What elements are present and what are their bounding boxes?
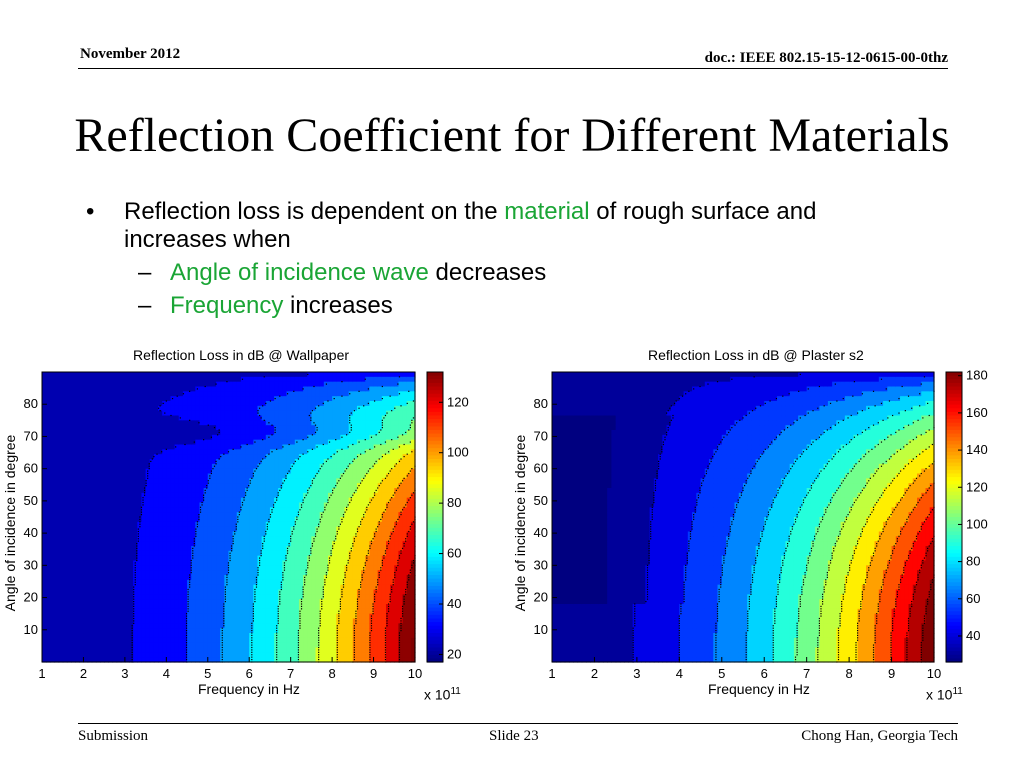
x-tick-label: 6	[246, 666, 253, 681]
bullet-main: • Reflection loss is dependent on the ma…	[86, 198, 924, 254]
colorbar-tick-label: 160	[966, 405, 988, 420]
colorbar-tick-label: 100	[447, 445, 469, 460]
x-tick-label: 10	[927, 666, 941, 681]
colorbar-tick-label: 60	[447, 546, 461, 561]
y-tick-label: 30	[534, 557, 548, 572]
x-tick-label: 7	[803, 666, 810, 681]
x-tick-label: 10	[408, 666, 422, 681]
x-axis-multiplier: x 1011	[926, 686, 963, 703]
y-tick-label: 80	[534, 396, 548, 411]
bullet-marker: •	[86, 198, 95, 225]
bullet-main-pre: Reflection loss is dependent on the	[124, 198, 505, 225]
colorbar-tick-label: 100	[966, 516, 988, 531]
bullet-sub-2-highlight: Frequency	[170, 292, 284, 319]
colorbar-tick-label: 80	[966, 554, 980, 569]
chart-svg: 1 2 3 4 5 6 7 8 9 10 10 20 30 40 50 60 70 80 20 40 60 80 100 12…	[24, 371, 469, 681]
y-tick-label: 70	[534, 428, 548, 443]
x-tick-label: 4	[163, 666, 170, 681]
bullet-sub-1: – Angle of incidence wave decreases	[86, 259, 924, 287]
colorbar-tick-label: 140	[966, 442, 988, 457]
chart-wallpaper: 1 2 3 4 5 6 7 8 9 10 10 20 30 40 50 60 70 80 20 40 60 80 100 12…	[0, 340, 505, 710]
header-date: November 2012	[80, 46, 181, 62]
sub-bullet-marker: –	[138, 292, 152, 319]
y-tick-label: 20	[534, 590, 548, 605]
chart-title: Reflection Loss in dB @ Wallpaper	[133, 347, 350, 363]
colorbar-frame	[945, 371, 963, 663]
colorbar-tick-label: 180	[966, 368, 988, 383]
x-tick-label: 5	[718, 666, 725, 681]
x-tick-label: 1	[548, 666, 555, 681]
x-tick-label: 8	[328, 666, 335, 681]
y-tick-label: 40	[534, 525, 548, 540]
y-tick-label: 60	[24, 461, 38, 476]
footer-author: Chong Han, Georgia Tech	[801, 728, 958, 744]
chart-svg: 1 2 3 4 5 6 7 8 9 10 10 20 30 40 50 60 70 80 40 60 80 100 120 1…	[534, 368, 988, 681]
chart-plaster: 1 2 3 4 5 6 7 8 9 10 10 20 30 40 50 60 70 80 40 60 80 100 120 1…	[510, 340, 1024, 710]
x-tick-label: 2	[591, 666, 598, 681]
plot-frame	[41, 371, 416, 663]
colorbar-tick-label: 60	[966, 591, 980, 606]
colorbar-tick-label: 120	[447, 394, 469, 409]
x-tick-label: 5	[204, 666, 211, 681]
y-tick-label: 80	[24, 396, 38, 411]
y-tick-label: 60	[534, 461, 548, 476]
footer-submission: Submission	[78, 728, 149, 744]
y-tick-label: 20	[24, 590, 38, 605]
bullet-main-highlight: material	[504, 198, 590, 225]
x-tick-label: 1	[38, 666, 45, 681]
bullet-sub-1-post: decreases	[428, 259, 547, 286]
y-axis-label: Angle of incidence in degree	[512, 434, 528, 612]
bullet-sub-1-highlight: Angle of incidence wave	[170, 259, 429, 286]
x-tick-label: 4	[676, 666, 683, 681]
x-tick-label: 9	[370, 666, 377, 681]
contour-lines	[131, 373, 416, 663]
plot-frame	[551, 371, 935, 663]
y-axis-label: Angle of incidence in degree	[2, 434, 18, 612]
colorbar-tick-label: 40	[966, 628, 980, 643]
x-tick-label: 7	[287, 666, 294, 681]
bullet-sub-2-post: increases	[283, 292, 393, 319]
y-tick-label: 70	[24, 428, 38, 443]
colorbar-tick-label: 40	[447, 596, 461, 611]
footer-slide-number: Slide 23	[489, 728, 539, 744]
sub-bullet-marker: –	[138, 259, 152, 286]
y-tick-label: 10	[534, 622, 548, 637]
y-tick-label: 10	[24, 622, 38, 637]
chart-title: Reflection Loss in dB @ Plaster s2	[648, 347, 864, 363]
y-tick-label: 40	[24, 525, 38, 540]
bullet-sub-2: – Frequency increases	[86, 292, 924, 320]
x-tick-label: 6	[761, 666, 768, 681]
colorbar-tick-label: 80	[447, 495, 461, 510]
colorbar	[427, 372, 443, 663]
footer-rule	[78, 723, 958, 724]
header-rule	[78, 68, 948, 69]
x-axis-multiplier: x 1011	[424, 686, 461, 703]
colorbar-tick-label: 20	[447, 646, 461, 661]
colorbar-tick-label: 120	[966, 479, 988, 494]
x-tick-label: 8	[845, 666, 852, 681]
x-tick-label: 9	[888, 666, 895, 681]
bullet-list: • Reflection loss is dependent on the ma…	[86, 198, 924, 320]
colorbar	[946, 372, 962, 663]
bullet-main-post: of rough surface and increases when	[124, 198, 817, 253]
x-tick-label: 2	[80, 666, 87, 681]
colorbar-frame	[426, 371, 444, 663]
x-tick-label: 3	[633, 666, 640, 681]
y-tick-label: 50	[24, 493, 38, 508]
header-doc-id: doc.: IEEE 802.15-15-12-0615-00-0thz	[704, 50, 948, 66]
x-tick-label: 3	[121, 666, 128, 681]
x-axis-label: Frequency in Hz	[198, 681, 300, 697]
y-tick-label: 30	[24, 557, 38, 572]
x-axis-label: Frequency in Hz	[708, 681, 810, 697]
contour-fill	[42, 372, 416, 663]
y-tick-label: 50	[534, 493, 548, 508]
slide-title: Reflection Coefficient for Different Mat…	[74, 109, 950, 162]
